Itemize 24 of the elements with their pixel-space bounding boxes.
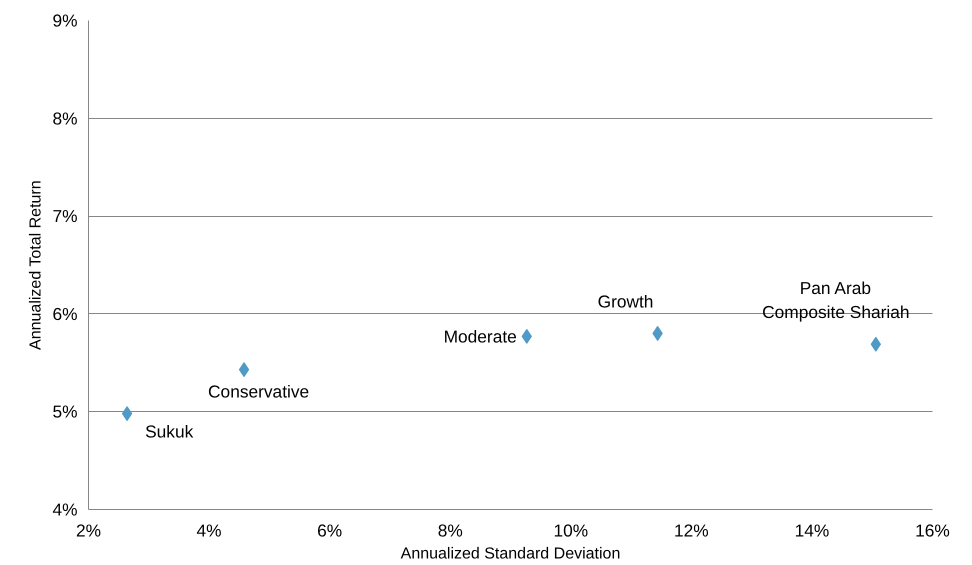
annotation: Moderate [444,326,517,346]
x-tick-label: 6% [317,520,342,540]
x-axis-title: Annualized Standard Deviation [400,546,620,562]
x-tick-label: 8% [438,520,463,540]
y-tick-label: 5% [52,402,78,422]
y-axis-title: Annualized Total Return [27,180,44,350]
y-tick-label: 8% [52,108,78,128]
y-tick-label: 9% [52,10,78,30]
annotation: Conservative [208,382,310,402]
annotation: Pan Arab Composite Shariah [762,278,910,322]
point [652,326,663,341]
x-tick-label: 10% [553,520,588,540]
x-tick-label: 2% [76,520,102,540]
x-tick-label: 4% [196,520,222,540]
y-tick-label: 4% [52,500,78,520]
point [122,406,132,422]
x-tick-label: 12% [674,520,709,540]
x-tick-label: 14% [794,520,830,540]
annotation: Sukuk [145,422,194,442]
annotation: Growth [598,291,654,312]
point [238,362,250,378]
x-tick-label: 16% [915,520,950,540]
y-tick-label: 7% [52,206,78,226]
y-tick-label: 6% [52,304,78,324]
